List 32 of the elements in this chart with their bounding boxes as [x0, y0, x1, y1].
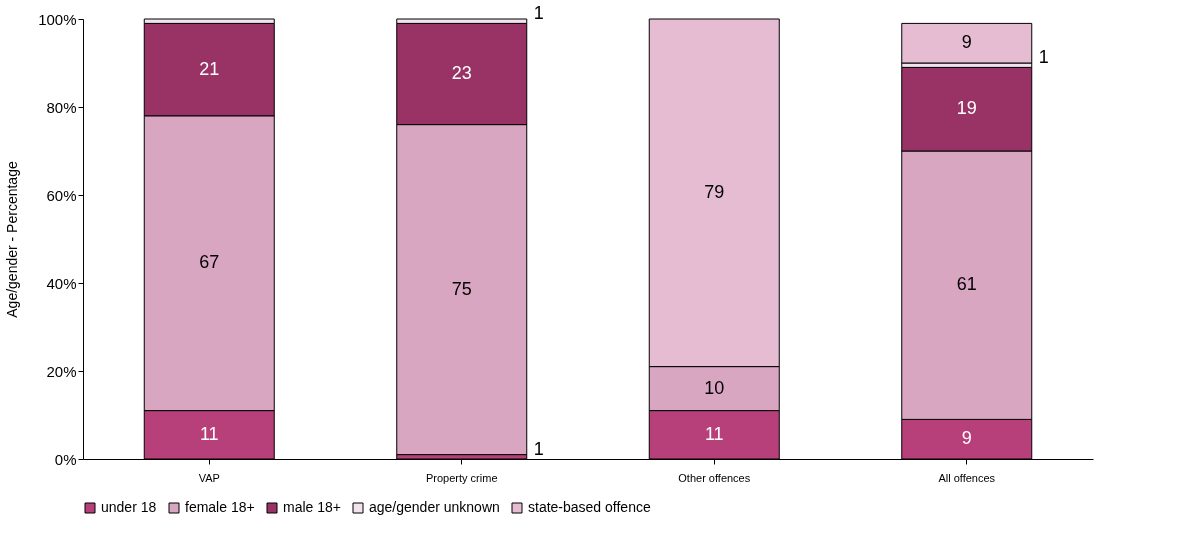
- data-label: 19: [956, 98, 977, 119]
- data-label: 11: [704, 423, 724, 444]
- data-label: 1: [533, 3, 544, 24]
- legend-label: under 18: [101, 499, 157, 515]
- legend-label: age/gender unknown: [369, 499, 500, 515]
- data-label: 9: [961, 32, 972, 53]
- y-axis-title: Age/gender - Percentage: [4, 161, 21, 318]
- data-label: 79: [704, 181, 725, 202]
- y-tick-label: 100%: [38, 10, 77, 28]
- legend-label: state-based offence: [528, 499, 651, 515]
- x-tick-label: Other offences: [678, 471, 751, 484]
- data-label: 11: [199, 423, 219, 444]
- data-label: 1: [1038, 47, 1049, 68]
- y-tick-label: 20%: [46, 362, 77, 380]
- legend-label: male 18+: [283, 499, 341, 515]
- x-tick-label: Property crime: [425, 471, 498, 484]
- x-tick-label: All offences: [938, 471, 996, 484]
- y-tick-label: 80%: [46, 98, 77, 116]
- data-label: 23: [451, 63, 472, 83]
- y-tick-label: 40%: [46, 274, 77, 292]
- data-label: 75: [451, 278, 472, 299]
- data-label: 10: [704, 377, 725, 398]
- y-tick-label: 60%: [46, 186, 77, 204]
- data-label: 9: [961, 428, 972, 449]
- data-label: 21: [199, 58, 220, 79]
- y-tick-label: 0%: [54, 450, 77, 468]
- data-label: 61: [956, 274, 977, 295]
- bar: [901, 22, 1033, 64]
- legend-label: female 18+: [185, 499, 255, 515]
- x-tick-label: VAP: [198, 471, 220, 484]
- data-label: 1: [533, 438, 544, 459]
- data-label: 67: [199, 252, 220, 273]
